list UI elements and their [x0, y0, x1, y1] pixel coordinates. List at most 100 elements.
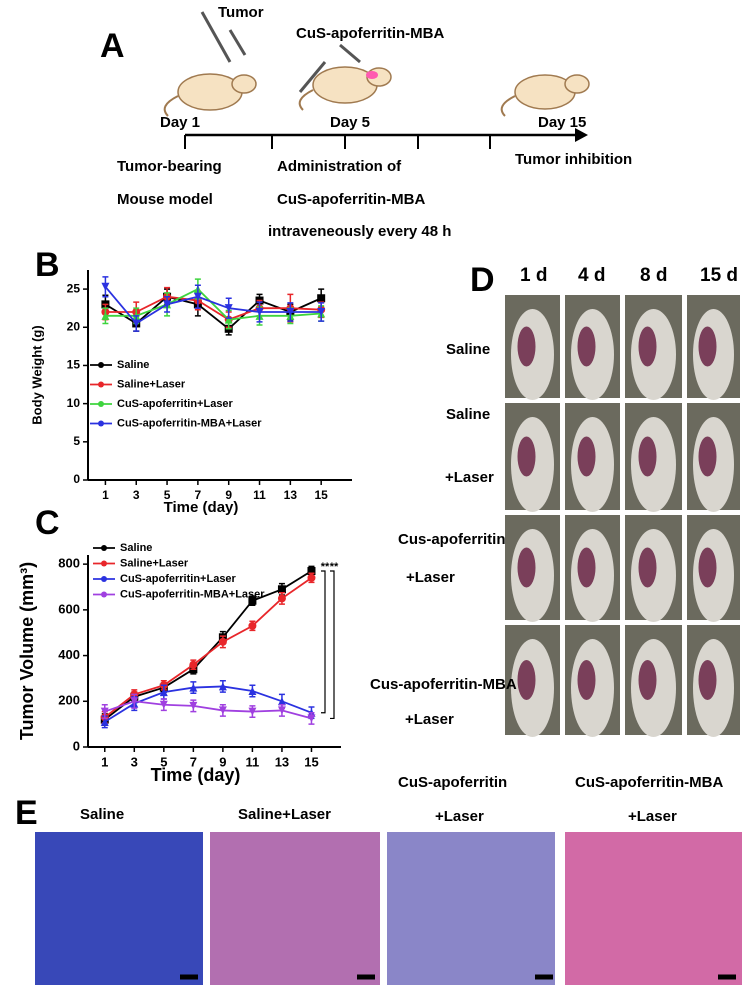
legend-marker — [98, 362, 104, 368]
marker — [277, 697, 286, 706]
legend-label: Saline — [120, 542, 152, 554]
mouse — [177, 66, 590, 111]
significance-bracket — [321, 570, 326, 714]
row-label: +Laser — [405, 711, 454, 728]
tumor-area — [577, 547, 596, 588]
marker — [130, 697, 139, 706]
x-tick-label: 11 — [253, 488, 266, 502]
label: CuS-apoferritin-MBA — [575, 774, 723, 791]
marker — [224, 304, 233, 313]
tumor-area — [517, 326, 536, 367]
y-tick-label: 600 — [58, 601, 80, 616]
marker — [163, 300, 172, 309]
legend-label: CuS-apoferritin+Laser — [120, 573, 237, 585]
panel-letter: B — [35, 246, 60, 284]
tumor-area — [517, 436, 536, 477]
row-label: +Laser — [445, 469, 494, 486]
x-tick-label: 1 — [102, 488, 109, 502]
y-tick-label: 0 — [73, 472, 80, 486]
panel-letter: A — [100, 27, 125, 65]
series-line — [104, 700, 312, 720]
marker — [248, 707, 257, 716]
row-label: Cus-apoferritin-MBA — [370, 676, 517, 693]
marker — [248, 596, 257, 605]
marker — [189, 683, 198, 692]
row-label: Saline — [446, 406, 490, 423]
legend-marker — [101, 560, 107, 567]
marker — [317, 308, 326, 316]
y-tick-label: 400 — [58, 647, 80, 662]
legend-label: CuS-apoferritin-MBA+Laser — [120, 588, 265, 600]
panel-letter: E — [15, 794, 38, 832]
x-tick-label: 15 — [304, 754, 318, 769]
y-tick-label: 800 — [58, 556, 80, 571]
label: Day 1 — [160, 114, 200, 131]
label: CuS-apoferritin-MBA — [296, 25, 444, 42]
tumor-area — [698, 436, 717, 477]
series-line — [105, 287, 322, 321]
tail — [163, 89, 516, 117]
legend-label: Saline+Laser — [117, 378, 186, 390]
histology-image — [387, 832, 555, 985]
label: Tumor-bearing — [117, 158, 222, 175]
marker — [101, 311, 110, 320]
x-tick-label: 9 — [225, 488, 232, 502]
series-line — [104, 577, 312, 718]
marker — [286, 308, 295, 316]
significance: ** — [321, 561, 330, 573]
marker — [307, 714, 316, 723]
marker — [255, 308, 264, 316]
syringe — [200, 11, 361, 93]
label: CuS-apoferritin — [398, 774, 507, 791]
legend-marker — [98, 401, 104, 407]
label: Tumor — [218, 4, 264, 21]
x-tick-label: 1 — [101, 754, 108, 769]
legend-marker — [101, 545, 107, 551]
x-tick-label: 11 — [246, 754, 260, 769]
marker — [159, 688, 168, 697]
y-tick-label: 25 — [67, 281, 81, 295]
series-line — [105, 295, 322, 321]
label: CuS-apoferritin-MBA — [277, 191, 425, 208]
legend-marker — [98, 381, 104, 388]
marker — [100, 707, 109, 716]
column-label: 8 d — [640, 265, 667, 286]
label: Administration of — [277, 158, 402, 175]
y-tick-label: 0 — [73, 738, 80, 753]
label: +Laser — [435, 808, 484, 825]
photo-grid — [505, 295, 740, 737]
y-tick-label: 5 — [73, 434, 80, 448]
tumor-area — [698, 660, 717, 700]
x-tick-label: 3 — [133, 488, 140, 502]
label: Day 15 — [538, 114, 586, 131]
y-tick-label: 15 — [67, 358, 81, 372]
marker — [248, 621, 257, 630]
tumor-area — [577, 436, 596, 477]
tumor-area — [638, 660, 657, 700]
label: Tumor inhibition — [515, 151, 632, 168]
series-line — [104, 286, 322, 325]
marker — [277, 594, 286, 603]
tumor-area — [638, 326, 657, 367]
x-tick-label: 5 — [160, 754, 167, 769]
x-axis-label: Time (day) — [151, 765, 241, 785]
marker — [132, 319, 141, 328]
label: Saline+Laser — [238, 806, 331, 823]
y-axis-label: Body Weight (g) — [29, 325, 44, 424]
x-tick-label: 15 — [314, 488, 328, 502]
marker — [277, 706, 286, 715]
histology-image — [210, 832, 380, 985]
significance: ** — [330, 561, 339, 573]
tumor-area — [638, 547, 657, 588]
row-label: +Laser — [406, 569, 455, 586]
significance-bracket — [330, 570, 335, 720]
label: intraveneously every 48 h — [268, 223, 451, 240]
marker — [218, 682, 227, 691]
histology-image — [35, 832, 203, 985]
x-tick-label: 3 — [131, 754, 138, 769]
panel-letter: D — [470, 261, 495, 299]
arrow — [575, 128, 588, 142]
tumor-area — [517, 547, 536, 588]
x-tick-label: 9 — [219, 754, 226, 769]
